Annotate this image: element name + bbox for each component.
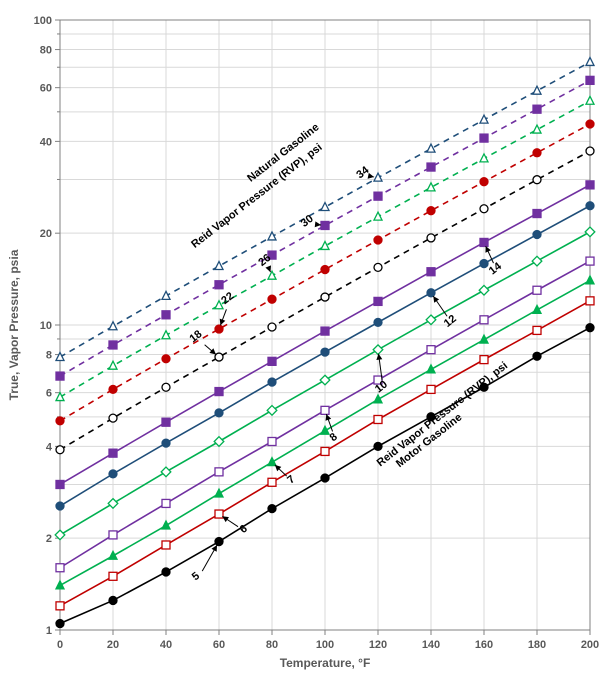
x-tick-label: 40 xyxy=(160,639,172,651)
y-tick-label: 40 xyxy=(40,136,52,148)
y-tick-label: 100 xyxy=(34,15,52,27)
x-tick-label: 180 xyxy=(528,639,546,651)
x-axis-label: Temperature, °F xyxy=(280,656,371,670)
vapor-pressure-chart: 0 20 40 60 80 100 120 140 160 180 200 1 2 4 6 8 10 20 40 60… xyxy=(0,0,609,675)
y-tick-label: 8 xyxy=(46,350,52,362)
y-tick-label: 4 xyxy=(46,441,53,453)
x-tick-label: 0 xyxy=(57,639,63,651)
x-tick-label: 200 xyxy=(581,639,599,651)
y-tick-label: 10 xyxy=(40,320,52,332)
x-tick-label: 140 xyxy=(422,639,440,651)
y-axis-label: True, Vapor Pressure, psia xyxy=(7,249,21,400)
y-tick-label: 1 xyxy=(46,625,52,637)
x-tick-label: 80 xyxy=(266,639,278,651)
x-tick-label: 100 xyxy=(316,639,334,651)
x-tick-label: 160 xyxy=(475,639,493,651)
x-tick-label: 20 xyxy=(107,639,119,651)
y-tick-label: 2 xyxy=(46,533,52,545)
x-tick-label: 60 xyxy=(213,639,225,651)
y-tick-label: 60 xyxy=(40,83,52,95)
plot-svg: 0 20 40 60 80 100 120 140 160 180 200 1 2 4 6 8 10 20 40 60… xyxy=(0,0,609,675)
y-tick-label: 20 xyxy=(40,228,52,240)
y-tick-label: 6 xyxy=(46,388,52,400)
x-tick-label: 120 xyxy=(369,639,387,651)
y-tick-label: 80 xyxy=(40,45,52,57)
